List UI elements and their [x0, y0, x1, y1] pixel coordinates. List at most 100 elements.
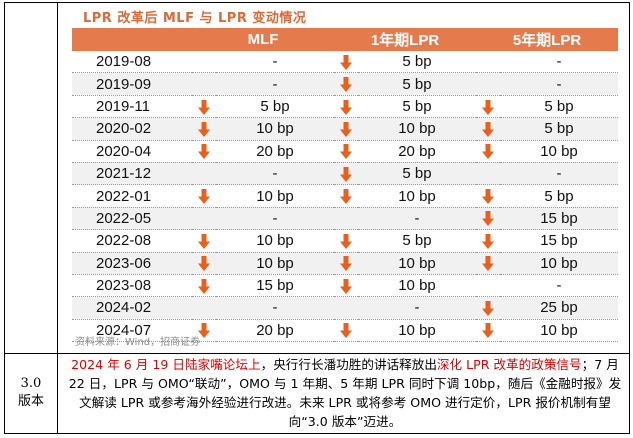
header-date [72, 28, 192, 51]
cell-date: 2023-08 [72, 274, 192, 298]
cell-lpr-5y: - [500, 162, 618, 186]
down-arrow-icon [198, 233, 210, 249]
down-arrow-icon [340, 144, 352, 160]
cell-date: 2022-01 [72, 184, 192, 208]
cell-lpr1-arrow [334, 229, 358, 253]
text-speech: ，央行行长潘功胜的讲话释放出 [260, 357, 437, 372]
table-row: 2024-07 20 bp 10 bp 10 bp [72, 319, 618, 343]
cell-lpr-5y: - [500, 51, 618, 74]
table-body: 2019-08-5 bp -2019-09-5 bp -2019-11 5 bp 5 b… [72, 51, 618, 343]
table-row: 2019-09-5 bp - [72, 72, 618, 96]
down-arrow-icon [198, 99, 210, 115]
down-arrow-icon [340, 121, 352, 137]
cell-mlf-arrow [192, 117, 216, 141]
cell-lpr1-arrow [334, 162, 358, 186]
cell-mlf: - [216, 296, 334, 320]
cell-lpr1-arrow [334, 296, 358, 320]
cell-lpr1-arrow [334, 117, 358, 141]
cell-mlf-arrow [192, 140, 216, 163]
cell-mlf-arrow [192, 319, 216, 343]
cell-mlf-arrow [192, 184, 216, 208]
version-number: 3.0 [20, 376, 42, 391]
cell-lpr-5y: 5 bp [500, 95, 618, 119]
cell-lpr5-arrow [476, 51, 500, 74]
cell-lpr1-arrow [334, 207, 358, 231]
table-row: 2019-11 5 bp 5 bp 5 bp [72, 95, 618, 119]
table-header-row: MLF 1年期LPR 5年期LPR [72, 28, 618, 51]
table-row: 2020-02 10 bp 10 bp 5 bp [72, 117, 618, 141]
cell-mlf-arrow [192, 229, 216, 253]
table-row: 2022-05- -15 bp [72, 207, 618, 231]
down-arrow-icon [340, 77, 352, 93]
down-arrow-icon [340, 323, 352, 339]
down-arrow-icon [198, 189, 210, 205]
cell-lpr-5y: 25 bp [500, 296, 618, 320]
cell-lpr-5y: 5 bp [500, 117, 618, 141]
down-arrow-icon [198, 121, 210, 137]
cell-lpr-1y: - [358, 296, 476, 320]
down-arrow-icon [340, 256, 352, 272]
cell-lpr5-arrow [476, 252, 500, 275]
table-row: 2022-01 10 bp 10 bp 5 bp [72, 184, 618, 208]
cell-date: 2022-05 [72, 207, 192, 231]
cell-lpr-1y: 10 bp [358, 117, 476, 141]
cell-mlf-arrow [192, 72, 216, 96]
cell-mlf: - [216, 162, 334, 186]
table-row: 2020-04 20 bp 20 bp 10 bp [72, 140, 618, 163]
lpr-mlf-table: MLF 1年期LPR 5年期LPR 2019-08-5 bp -2019-09-5… [72, 28, 618, 343]
cell-lpr5-arrow [476, 207, 500, 231]
down-arrow-icon [198, 278, 210, 294]
cell-mlf: 20 bp [216, 319, 334, 343]
table-row: 2023-06 10 bp 10 bp 10 bp [72, 252, 618, 275]
down-arrow-icon [340, 233, 352, 249]
header-lpr-5y: 5年期LPR [476, 28, 618, 51]
cell-mlf: - [216, 51, 334, 74]
highlight-forum: 2024 年 6 月 19 日陆家嘴论坛上 [71, 357, 261, 372]
cell-lpr-1y: 5 bp [358, 95, 476, 119]
down-arrow-icon [482, 301, 494, 317]
cell-lpr-1y: 10 bp [358, 184, 476, 208]
version-word: 版本 [17, 394, 44, 409]
text-details: ；7 月 22 日，LPR 与 OMO“联动”，OMO 与 1 年期、5 年期 … [68, 357, 622, 429]
cell-lpr-1y: 5 bp [358, 51, 476, 74]
cell-lpr-1y: 5 bp [358, 229, 476, 253]
cell-lpr-1y: 5 bp [358, 162, 476, 186]
cell-lpr1-arrow [334, 274, 358, 298]
cell-mlf: 5 bp [216, 95, 334, 119]
highlight-reform-signal: 深化 LPR 改革的政策信号 [436, 357, 582, 372]
table-row: 2024-02- -25 bp [72, 296, 618, 320]
table-row: 2023-08 15 bp 10 bp - [72, 274, 618, 298]
cell-lpr-1y: 10 bp [358, 252, 476, 275]
cell-lpr5-arrow [476, 162, 500, 186]
cell-mlf-arrow [192, 162, 216, 186]
cell-lpr1-arrow [334, 184, 358, 208]
cell-date: 2019-09 [72, 72, 192, 96]
table-row: 2022-08 10 bp 5 bp 15 bp [72, 229, 618, 253]
cell-lpr-1y: 10 bp [358, 319, 476, 343]
down-arrow-icon [340, 189, 352, 205]
cell-lpr-5y: 15 bp [500, 207, 618, 231]
cell-mlf-arrow [192, 296, 216, 320]
version-description: 2024 年 6 月 19 日陆家嘴论坛上，央行行长潘功胜的讲话释放出深化 LP… [63, 355, 627, 431]
cell-date: 2024-02 [72, 296, 192, 320]
cell-lpr1-arrow [334, 51, 358, 74]
header-mlf: MLF [192, 28, 334, 51]
cell-lpr-1y: 5 bp [358, 72, 476, 96]
cell-lpr5-arrow [476, 296, 500, 320]
cell-lpr-1y: 20 bp [358, 140, 476, 163]
down-arrow-icon [482, 144, 494, 160]
cell-mlf: - [216, 207, 334, 231]
cell-lpr1-arrow [334, 95, 358, 119]
chart-title: LPR 改革后 MLF 与 LPR 变动情况 [83, 11, 307, 26]
down-arrow-icon [482, 323, 494, 339]
cell-date: 2024-07 [72, 319, 192, 343]
down-arrow-icon [340, 99, 352, 115]
cell-lpr-5y: 10 bp [500, 252, 618, 275]
down-arrow-icon [482, 233, 494, 249]
table-row: 2019-08 - 5 bp - [72, 51, 618, 74]
cell-mlf: 10 bp [216, 184, 334, 208]
cell-lpr5-arrow [476, 72, 500, 96]
table-row: 2021-12-5 bp - [72, 162, 618, 186]
cell-date: 2019-08 [72, 51, 192, 74]
cell-date: 2022-08 [72, 229, 192, 253]
